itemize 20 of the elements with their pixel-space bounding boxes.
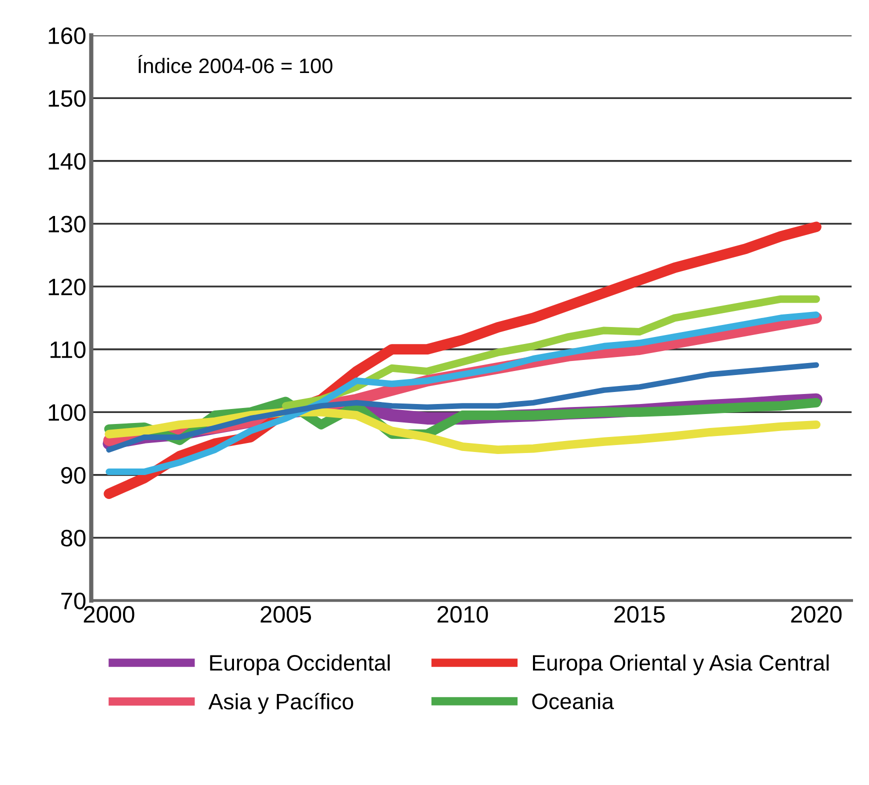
y-tick-label: 90: [61, 466, 86, 484]
y-tick-label: 140: [48, 152, 86, 170]
y-tick-label: 100: [48, 404, 86, 421]
y-tick-label: 160: [48, 27, 86, 44]
legend-label: Europa Occidental: [210, 654, 390, 676]
x-tick-label: 2015: [614, 606, 665, 623]
annotation: Índice 2004-06 = 100: [138, 54, 332, 74]
y-tick-label: 80: [61, 530, 86, 547]
x-tick-label: 2010: [438, 606, 488, 623]
y-tick-label: 70: [61, 592, 86, 610]
legend-label: Oceania: [532, 692, 614, 710]
y-tick-label: 120: [48, 278, 86, 296]
y-tick-label: 130: [48, 216, 86, 233]
legend-label: Asia y Pacífico: [208, 692, 354, 714]
legend-label: Europa Oriental y Asia Central: [532, 654, 829, 676]
x-tick-label: 2000: [84, 606, 134, 623]
x-tick-label: 2005: [260, 606, 312, 623]
y-tick-label: 150: [48, 90, 86, 107]
x-tick-label: 2020: [791, 606, 842, 623]
y-tick-label: 110: [50, 341, 86, 358]
